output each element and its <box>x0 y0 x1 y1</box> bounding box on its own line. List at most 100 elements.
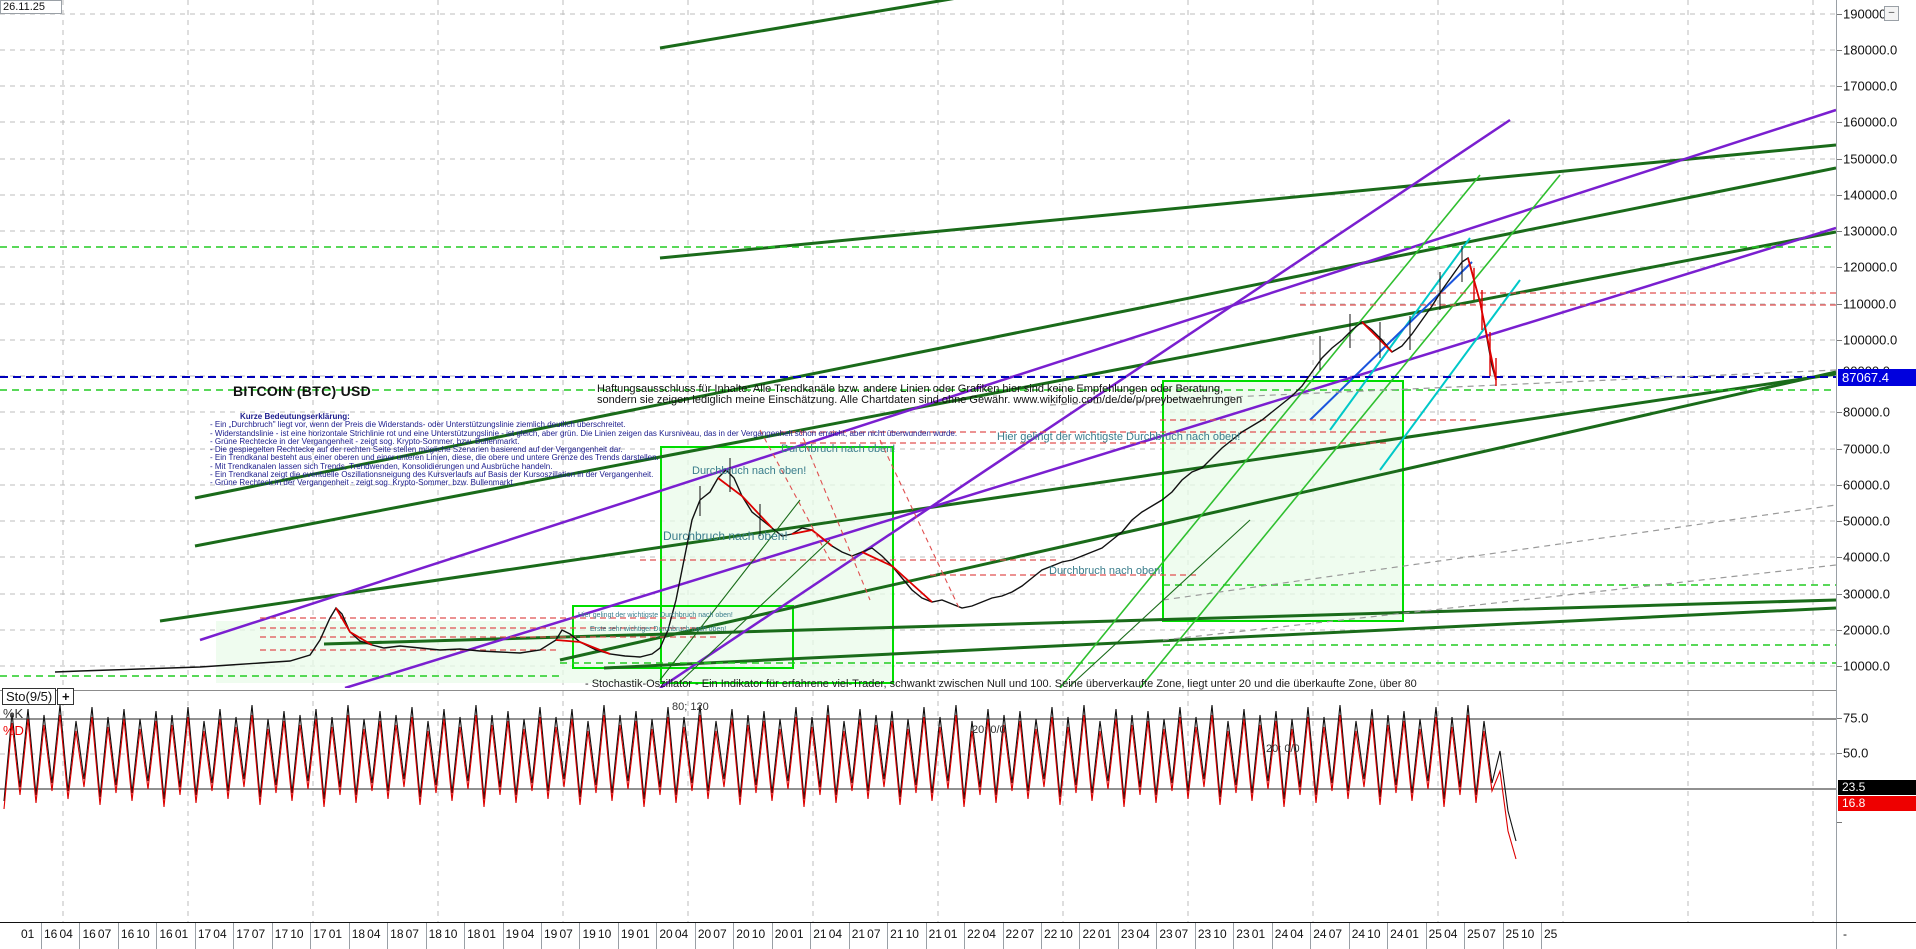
sto-k-series <box>3 704 1517 842</box>
fan-lines-green <box>659 499 1251 687</box>
x-tick-year: 16 <box>82 927 96 941</box>
x-tick-month: 10 <box>1059 927 1073 941</box>
price-plot-area[interactable]: BITCOIN (BTC) USD Haftungsausschluss für… <box>0 0 1836 688</box>
x-tick-year: 22 <box>1082 927 1096 941</box>
x-tick-year: 24 <box>1390 927 1404 941</box>
x-tick-separator <box>425 923 427 949</box>
y-tick-label: 120000.0 <box>1843 259 1898 275</box>
x-tick-separator <box>117 923 119 949</box>
x-tick-separator <box>233 923 235 949</box>
x-tick-month: 01 <box>944 927 958 941</box>
annotation-breakout: Hier gelingt der wichtigste Durchbruch n… <box>997 431 1241 443</box>
x-tick-separator <box>156 923 158 949</box>
x-tick-year: 23 <box>1197 927 1212 941</box>
legend-explanation: Kurze Bedeutungserklärung: - Ein „Durchb… <box>210 412 958 488</box>
y-tick-label: 150000.0 <box>1843 151 1898 167</box>
x-tick-year: 20 <box>736 927 750 941</box>
x-tick-year: 21 <box>813 927 827 941</box>
legend-title: Kurze Bedeutungserklärung: <box>240 412 350 421</box>
date-badge[interactable]: 26.11.25 <box>0 0 62 14</box>
x-tick-separator <box>579 923 581 949</box>
date-axis[interactable]: 01 16 04 16 07 16 10 16 01 17 04 17 07 17 10 17 01 18 04 18… <box>0 922 1916 949</box>
x-tick-separator <box>348 923 350 949</box>
x-tick-year: 25 <box>1467 927 1481 941</box>
x-tick-month: 04 <box>674 927 689 941</box>
legend-line: - Ein „Durchbruch" liegt vor, wenn der P… <box>210 420 626 430</box>
x-tick-year: 24 <box>1351 927 1366 941</box>
x-tick-separator <box>848 923 850 949</box>
x-tick-year: 22 <box>1044 927 1058 941</box>
x-tick-separator <box>964 923 966 949</box>
x-tick-separator <box>1117 923 1119 949</box>
x-tick-month: 04 <box>1290 927 1304 941</box>
x-tick-month: 07 <box>1174 927 1189 941</box>
x-tick-separator <box>1348 923 1350 949</box>
stochastic-plot-area[interactable]: 80; 120 20; 0/0 20; 0/0 <box>0 690 1836 923</box>
x-tick-separator <box>271 923 273 949</box>
x-tick-month: 07 <box>713 927 727 941</box>
indicator-name[interactable]: Sto(9/5) <box>2 688 57 705</box>
x-tick-year: 22 <box>1005 927 1019 941</box>
sto-inline-number: 20; 0/0 <box>972 724 1006 736</box>
x-tick-month: 07 <box>559 927 573 941</box>
x-tick-separator <box>656 923 658 949</box>
x-tick-year: 25 <box>1428 927 1442 941</box>
collapse-icon[interactable]: – <box>1884 6 1899 21</box>
price-axis[interactable]: 190000.0 180000.0 170000.0 160000.0 1500… <box>1836 0 1916 922</box>
trend-channel-blue <box>1309 261 1473 421</box>
x-tick-year: 18 <box>390 927 404 941</box>
x-tick-month: 10 <box>444 927 458 941</box>
x-tick-separator <box>1194 923 1196 949</box>
legend-line: - Widerstandslinie - ist eine horizontal… <box>210 428 958 438</box>
y-tick-label: 170000.0 <box>1843 78 1898 94</box>
sto-series-label-k: %K <box>3 706 24 721</box>
x-tick-month: 01 <box>1405 927 1419 941</box>
stochastic-description: - Stochastik-Oszillator - Ein Indikator … <box>585 678 1417 690</box>
stochastic-plot-svg <box>0 691 1836 923</box>
annotation-breakout: Durchbruch nach oben! <box>663 529 788 543</box>
x-tick-month: 07 <box>251 927 266 941</box>
x-tick-year: 18 <box>351 927 366 941</box>
x-tick-month: 07 <box>1328 927 1343 941</box>
plus-icon[interactable]: + <box>57 688 75 705</box>
x-tick-year: 19 <box>505 927 519 941</box>
price-candles <box>54 246 1497 673</box>
x-tick-month: 10 <box>136 927 150 941</box>
y-tick-label: 190000.0 <box>1843 6 1898 22</box>
x-tick-year: 17 <box>197 927 212 941</box>
x-tick-separator <box>541 923 542 949</box>
x-tick-month: 04 <box>1136 927 1150 941</box>
x-tick-separator <box>41 923 42 949</box>
x-tick-year: 17 <box>274 927 289 941</box>
x-tick-year: 23 <box>1120 927 1135 941</box>
x-tick-year: 21 <box>851 927 866 941</box>
x-tick-year: 17 <box>236 927 250 941</box>
annotation-breakout: Durchbruch nach oben! <box>781 443 896 455</box>
sto-tick-label: 75.0 <box>1843 710 1869 726</box>
x-tick-separator <box>310 923 312 949</box>
projection-lines <box>1049 369 1836 641</box>
legend-line: - Grüne Rechtecke in der Vergangenheit -… <box>210 436 520 446</box>
x-tick-year: 21 <box>928 927 942 941</box>
x-tick-month: 07 <box>867 927 881 941</box>
x-tick-month: 01 <box>174 927 189 941</box>
x-tick-separator <box>1156 923 1158 949</box>
x-tick-month: 10 <box>1521 927 1535 941</box>
x-tick-month: 10 <box>290 927 304 941</box>
sto-d-series <box>3 714 1517 860</box>
indicator-badge[interactable]: Sto(9/5) + <box>2 688 75 705</box>
y-tick-label: 30000.0 <box>1843 586 1890 602</box>
x-tick-month: 04 <box>1444 927 1458 941</box>
y-tick-label: 20000.0 <box>1843 622 1890 638</box>
x-tick-year: 16 <box>44 927 58 941</box>
x-tick-year: 19 <box>620 927 635 941</box>
annotation-breakout: Durchbruch nach oben! <box>692 465 807 477</box>
x-tick-month: 01 <box>636 927 650 941</box>
x-tick-month: 04 <box>213 927 227 941</box>
fan-lines-red <box>759 429 961 611</box>
sto-series-label-d: %D <box>3 723 24 738</box>
legend-line: - Grüne Rechteck in der Vergangenheit - … <box>210 478 516 488</box>
sto-inline-number: 80; 120 <box>672 701 709 713</box>
x-tick-year: 20 <box>697 927 712 941</box>
